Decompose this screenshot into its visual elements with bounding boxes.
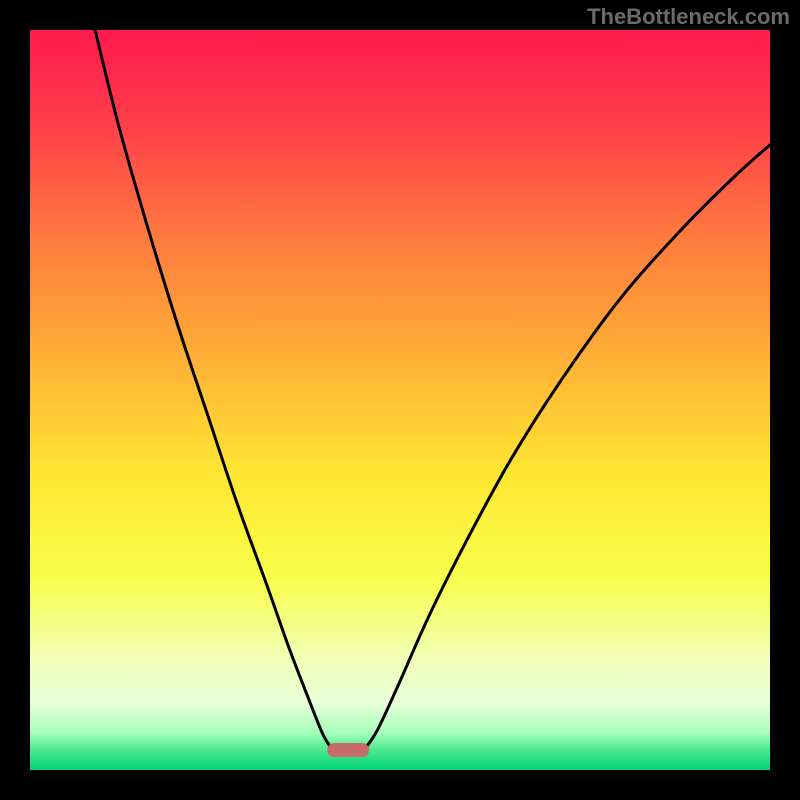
chart-svg — [0, 0, 800, 800]
bottleneck-marker — [327, 743, 369, 757]
watermark-text: TheBottleneck.com — [587, 4, 790, 30]
chart-container: TheBottleneck.com — [0, 0, 800, 800]
plot-background-gradient — [30, 30, 770, 770]
